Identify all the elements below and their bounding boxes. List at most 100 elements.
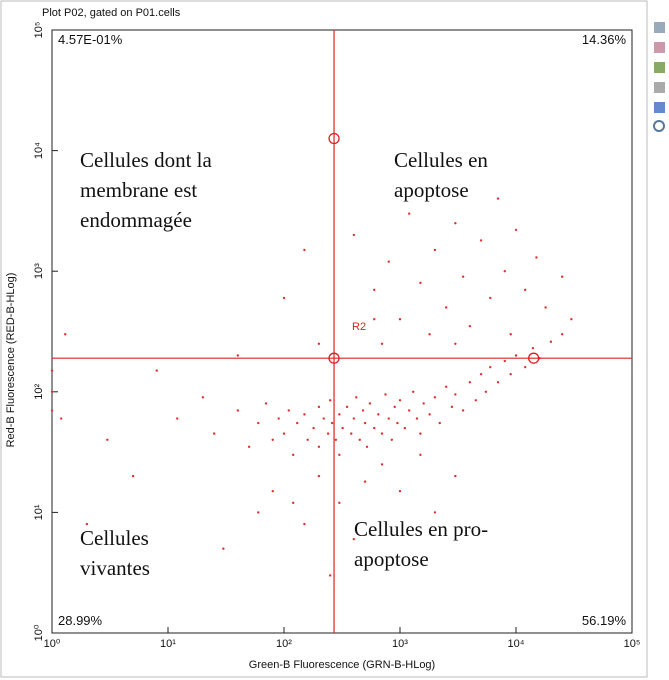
quadrant-handle [328,132,340,145]
tool-icon[interactable] [654,62,665,73]
dot [468,324,472,328]
dot [560,275,564,278]
dot [303,413,306,416]
dot [257,511,260,514]
dot [361,409,365,412]
y-tick-label: 10² [33,384,45,400]
dot [509,333,512,336]
dot [422,402,425,405]
dot [352,233,356,237]
annotation: apoptose [394,178,469,202]
dot [428,413,431,416]
dot [350,432,353,435]
annotation: membrane est [80,178,197,202]
annotation: Cellules en pro- [354,517,488,541]
tool-icon[interactable] [654,82,665,93]
quadrant-handle [528,352,540,364]
dot [271,489,274,493]
dot [131,474,135,478]
quadrant-percent: 28.99% [58,613,103,628]
dot [326,432,330,435]
dot [419,432,422,435]
dot [328,574,332,577]
dot [373,426,376,430]
dot [531,346,535,350]
dot [291,501,295,505]
dot [403,426,407,430]
chart-title: Plot P02, gated on P01.cells [42,7,181,19]
dot [236,409,240,412]
dot [50,409,54,412]
quadrant-handle [328,352,340,364]
dot [236,354,240,357]
dot [479,372,483,376]
dot [438,421,441,425]
dot [461,409,465,412]
dot [433,248,437,252]
dot [398,317,402,321]
dot [317,474,321,478]
dot [296,421,299,425]
dot [380,432,384,435]
dot [523,365,527,369]
dot [549,340,553,343]
tool-icon[interactable] [654,22,665,33]
dot [50,390,54,393]
dot [64,333,67,336]
dot [479,239,483,242]
dot [312,426,315,430]
x-axis-label: Green-B Fluorescence (GRN-B-HLog) [249,659,435,671]
dot [489,365,492,369]
dot [303,522,306,526]
dot [407,409,411,412]
dot [454,474,457,478]
dot [450,405,454,409]
annotation: apoptose [354,547,429,571]
annotation: Cellules dont la [80,148,212,172]
dot [257,421,260,425]
dot [535,256,538,259]
dot [387,417,390,420]
dot [363,480,367,483]
dot [380,463,384,466]
tool-icon[interactable] [654,42,665,53]
dot [287,409,291,412]
dot [444,385,448,389]
dot [330,421,334,425]
dot [390,438,394,441]
x-tick-label: 10³ [392,638,408,650]
tool-icon[interactable] [654,102,665,113]
annotation: Cellules en [394,148,488,172]
dot [338,453,341,457]
dot [393,405,396,409]
dot [454,222,457,225]
dot [523,288,527,292]
dot [222,547,225,550]
dot [358,438,361,441]
dot [352,537,356,541]
dot [212,432,216,435]
annotation: vivantes [80,556,150,580]
y-tick-label: 10⁵ [33,22,45,39]
dot [338,501,341,505]
dot [514,228,518,232]
dot [570,317,573,321]
dot [59,417,63,420]
quadrant-percent: 4.57E-01% [58,32,123,47]
dot [560,333,564,336]
plot-frame [51,29,633,634]
dot [468,381,472,384]
dot [428,333,431,336]
dot [387,260,390,263]
dot [412,390,415,393]
dot [398,489,402,493]
dot [317,445,321,448]
x-tick-label: 10² [276,638,292,650]
dot [355,396,358,399]
dot [334,438,338,441]
annotation: Cellules [80,526,149,550]
dot [341,426,344,430]
dot [303,248,306,252]
dot [398,399,402,402]
zoom-icon[interactable] [653,120,665,132]
